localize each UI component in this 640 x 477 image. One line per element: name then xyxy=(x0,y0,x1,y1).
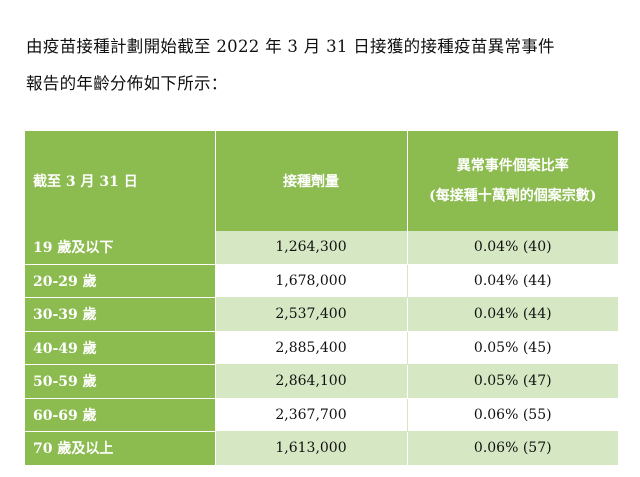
row-rate: 0.06% (55) xyxy=(407,398,618,432)
table-header-row: 截至 3 月 31 日 接種劑量 異常事件個案比率 (每接種十萬劑的個案宗數) xyxy=(25,131,618,231)
row-age: 50-59 歲 xyxy=(25,364,216,399)
table-row: 70 歲及以上 1,613,000 0.06% (57) xyxy=(25,431,618,466)
row-age: 20-29 歲 xyxy=(25,264,216,298)
row-rate: 0.04% (40) xyxy=(407,231,618,265)
row-rate: 0.06% (57) xyxy=(407,431,618,466)
row-rate: 0.04% (44) xyxy=(407,297,618,332)
intro-line-1: 由疫苗接種計劃開始截至 2022 年 3 月 31 日接獲的接種疫苗異常事件 xyxy=(26,37,555,56)
header-age: 截至 3 月 31 日 xyxy=(25,131,216,231)
row-age: 60-69 歲 xyxy=(25,398,216,432)
row-doses: 2,885,400 xyxy=(215,331,408,365)
header-rate-subtitle: (每接種十萬劑的個案宗數) xyxy=(429,188,597,204)
table-row: 30-39 歲 2,537,400 0.04% (44) xyxy=(25,297,618,332)
row-age: 70 歲及以上 xyxy=(25,431,216,466)
table-row: 20-29 歲 1,678,000 0.04% (44) xyxy=(25,264,618,298)
row-doses: 2,864,100 xyxy=(215,364,408,399)
row-rate: 0.05% (45) xyxy=(407,331,618,365)
table-row: 19 歲及以下 1,264,300 0.04% (40) xyxy=(25,231,618,265)
header-rate-title: 異常事件個案比率 xyxy=(456,158,569,174)
row-doses: 2,537,400 xyxy=(215,297,408,332)
intro-line-2: 報告的年齡分佈如下所示： xyxy=(26,74,228,93)
table-row: 50-59 歲 2,864,100 0.05% (47) xyxy=(25,364,618,399)
table-row: 40-49 歲 2,885,400 0.05% (45) xyxy=(25,331,618,365)
row-doses: 1,678,000 xyxy=(215,264,408,298)
age-distribution-table: 截至 3 月 31 日 接種劑量 異常事件個案比率 (每接種十萬劑的個案宗數) … xyxy=(25,131,618,466)
header-doses: 接種劑量 xyxy=(215,131,408,231)
header-rate: 異常事件個案比率 (每接種十萬劑的個案宗數) xyxy=(407,131,618,231)
row-doses: 2,367,700 xyxy=(215,398,408,432)
row-doses: 1,264,300 xyxy=(215,231,408,265)
row-age: 30-39 歲 xyxy=(25,297,216,332)
row-age: 40-49 歲 xyxy=(25,331,216,365)
row-rate: 0.05% (47) xyxy=(407,364,618,399)
row-rate: 0.04% (44) xyxy=(407,264,618,298)
row-doses: 1,613,000 xyxy=(215,431,408,466)
intro-paragraph: 由疫苗接種計劃開始截至 2022 年 3 月 31 日接獲的接種疫苗異常事件 報… xyxy=(26,28,626,102)
table-row: 60-69 歲 2,367,700 0.06% (55) xyxy=(25,398,618,432)
row-age: 19 歲及以下 xyxy=(25,231,216,265)
